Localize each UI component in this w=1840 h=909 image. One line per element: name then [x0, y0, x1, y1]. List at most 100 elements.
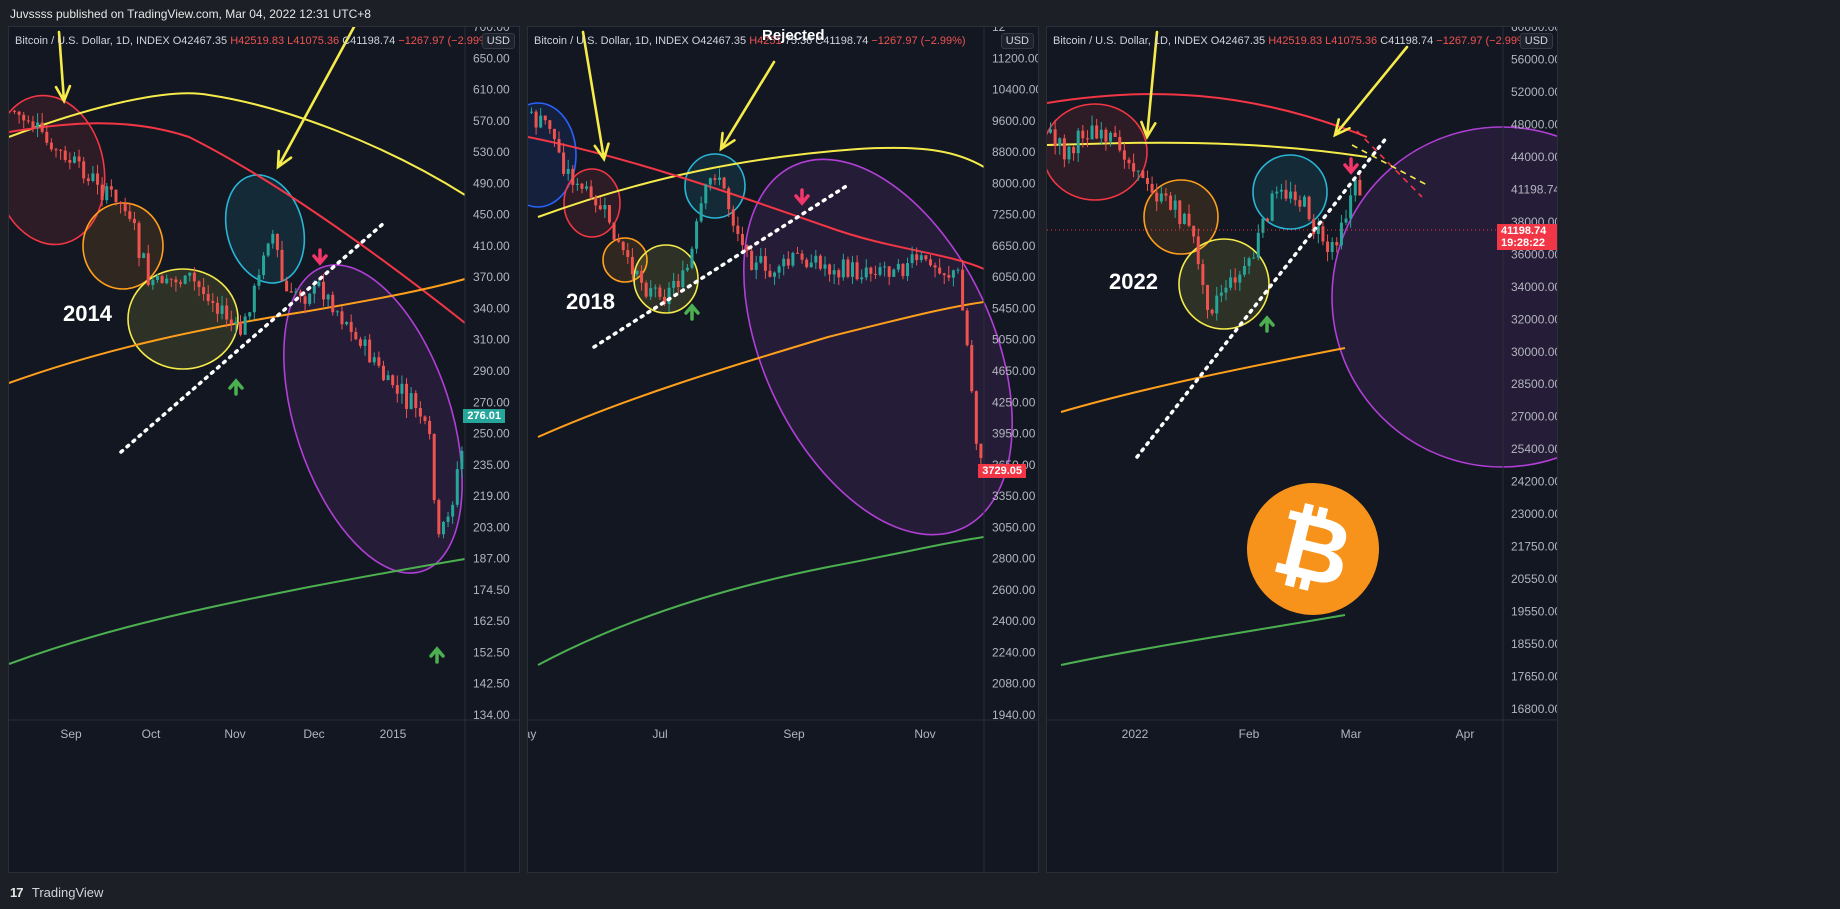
- currency-badge[interactable]: USD: [481, 33, 515, 49]
- rejected-annotation: Rejected: [762, 27, 825, 44]
- candle: [704, 184, 708, 204]
- candle: [349, 321, 353, 332]
- candle: [1145, 178, 1149, 184]
- candle: [36, 122, 40, 128]
- candle: [1118, 136, 1122, 151]
- candle: [1233, 277, 1237, 283]
- candle: [109, 186, 113, 190]
- candle: [308, 293, 312, 304]
- candle: [13, 110, 16, 112]
- y-tick-label: 570.00: [473, 114, 510, 128]
- candle: [414, 393, 418, 408]
- candle: [965, 310, 969, 346]
- candle: [727, 188, 731, 210]
- candle: [860, 277, 864, 280]
- y-tick-label: 8000.00: [992, 176, 1036, 190]
- currency-badge[interactable]: USD: [1000, 33, 1034, 49]
- candle: [460, 450, 464, 470]
- y-tick-label: 17650.00: [1511, 670, 1558, 684]
- chart-pane-2022[interactable]: 60000.00 56000.00 52000.00 48000.00 44000.00…: [1046, 26, 1558, 873]
- candle: [1192, 225, 1196, 237]
- candle: [883, 266, 887, 268]
- trendline-dotted: [119, 221, 386, 454]
- candle: [1085, 138, 1089, 140]
- y-tick-label: 34000.00: [1511, 280, 1558, 294]
- y-tick-label: 6650.00: [992, 239, 1036, 253]
- candle: [377, 357, 381, 366]
- chart-canvas-2014[interactable]: 700.00 650.00 610.00 570.00 530.00 490.00 450.…: [9, 27, 520, 873]
- y-tick-label: 530.00: [473, 145, 510, 159]
- candle: [1076, 130, 1080, 154]
- currency-badge[interactable]: USD: [1519, 33, 1553, 49]
- candle: [1155, 192, 1159, 202]
- candle: [174, 279, 178, 283]
- candle: [229, 319, 233, 324]
- candle: [951, 270, 955, 278]
- candle: [1058, 138, 1062, 146]
- chart-canvas-2018[interactable]: 12 11200.00 10400.00 9600.00 8800.00 8000.00 7…: [528, 27, 1039, 873]
- candle: [906, 263, 910, 277]
- moving-average-red: [9, 122, 466, 324]
- candle: [155, 276, 159, 280]
- candle: [395, 385, 399, 394]
- candle: [873, 273, 877, 275]
- chart-pane-2014[interactable]: 700.00 650.00 610.00 570.00 530.00 490.00 450.…: [8, 26, 520, 873]
- candle: [22, 114, 26, 121]
- candle: [718, 177, 722, 180]
- y-tick-label: 28500.00: [1511, 377, 1558, 391]
- y-tick-label: 235.00: [473, 458, 510, 472]
- candle: [40, 122, 44, 132]
- year-label: 2014: [63, 301, 112, 326]
- highlight-circle-purple: [1331, 126, 1557, 468]
- candle: [1173, 200, 1177, 210]
- y-tick-label: 10400.00: [992, 83, 1039, 97]
- candle: [530, 111, 533, 113]
- candle: [754, 262, 758, 270]
- candle: [1215, 295, 1219, 314]
- y-tick-label: 410.00: [473, 239, 510, 253]
- x-tick-label: ay: [528, 727, 536, 741]
- candle: [409, 393, 413, 409]
- chart-pane-2018[interactable]: 12 11200.00 10400.00 9600.00 8800.00 8000.00 7…: [527, 26, 1039, 873]
- candle: [289, 291, 293, 293]
- highlight-circle-blue: [528, 102, 577, 208]
- candle: [455, 469, 459, 505]
- candle: [580, 183, 584, 189]
- chart-canvas-2022[interactable]: 60000.00 56000.00 52000.00 48000.00 44000.00…: [1047, 27, 1558, 873]
- candle: [649, 288, 653, 297]
- legend-high: H42519.83: [230, 35, 285, 47]
- highlight-circle-yellow: [127, 268, 239, 370]
- candle: [1169, 195, 1173, 210]
- candle: [345, 321, 349, 325]
- candle: [312, 286, 316, 294]
- legend-high: H42519.83: [1268, 35, 1323, 47]
- candle: [635, 270, 639, 275]
- candle: [791, 252, 795, 266]
- candle: [160, 276, 164, 284]
- candle: [446, 516, 450, 522]
- candle: [257, 275, 261, 286]
- candle: [1229, 277, 1233, 288]
- y-tick-label: 11200.00: [992, 51, 1039, 65]
- candle: [869, 267, 873, 274]
- y-tick-label: 48000.00: [1511, 117, 1558, 131]
- tradingview-brand: TradingView: [31, 885, 104, 900]
- y-tick-label: 450.00: [473, 208, 510, 222]
- candle: [248, 312, 252, 317]
- candle: [979, 443, 983, 458]
- candle: [1307, 196, 1311, 220]
- y-tick-label: 20550.00: [1511, 572, 1558, 586]
- y-tick-label: 370.00: [473, 270, 510, 284]
- candle: [626, 250, 630, 257]
- candle: [100, 184, 104, 201]
- candle: [146, 253, 150, 286]
- candle: [1349, 195, 1353, 219]
- legend-symbol: Bitcoin / U.S. Dollar, 1D, INDEX: [15, 35, 170, 47]
- x-tick-label: Apr: [1456, 727, 1475, 741]
- moving-average-yellow: [9, 92, 466, 196]
- candle: [1182, 213, 1186, 225]
- candle: [552, 128, 556, 140]
- candle: [956, 269, 960, 271]
- candle: [1219, 292, 1223, 296]
- candle: [915, 254, 919, 261]
